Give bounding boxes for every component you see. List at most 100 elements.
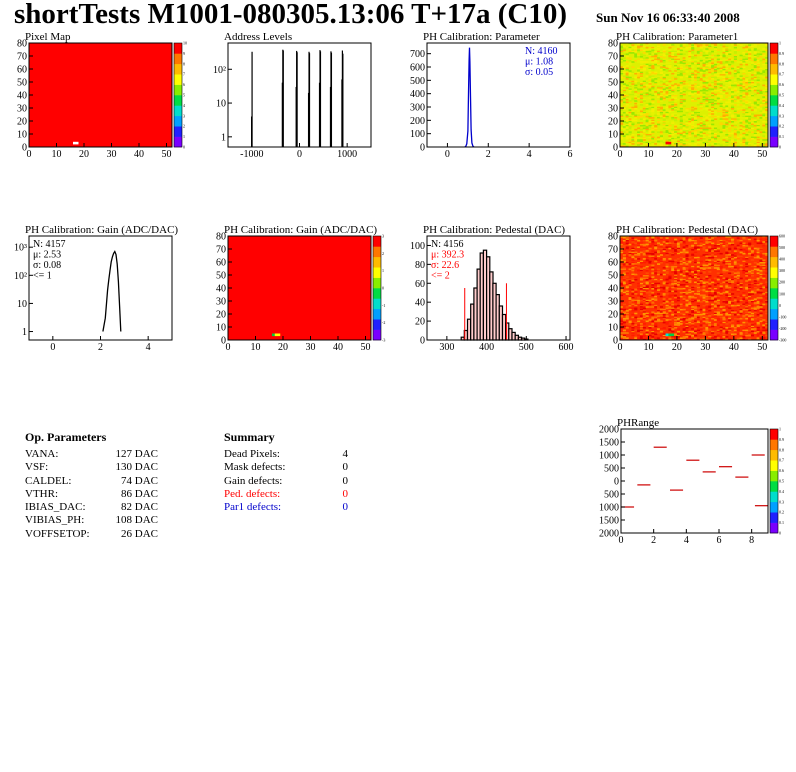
heatmap-cell <box>713 306 718 308</box>
heatmap-cell <box>742 132 746 135</box>
heatmap-cell <box>702 308 706 311</box>
heatmap-cell <box>691 310 695 312</box>
heatmap-cell <box>713 267 718 269</box>
heatmap-cell <box>731 325 735 328</box>
heatmap-cell <box>622 87 626 89</box>
heatmap-cell <box>620 268 624 271</box>
stats-line: <= 1 <box>33 271 52 282</box>
heatmap-cell <box>642 293 646 295</box>
heatmap-cell <box>725 269 729 272</box>
heatmap-cell <box>662 117 666 119</box>
heatmap-cell <box>699 256 703 259</box>
heatmap-cell <box>628 72 632 75</box>
heatmap-cell <box>628 298 632 300</box>
heatmap-cell <box>639 306 644 308</box>
heatmap-cell <box>685 237 689 239</box>
heatmap-cell <box>756 134 760 136</box>
heatmap-cell <box>736 108 740 110</box>
heatmap-cell <box>648 97 652 100</box>
heatmap-cell <box>759 316 763 319</box>
heatmap-cell <box>733 57 737 59</box>
colorbar-step <box>373 256 381 268</box>
heatmap-cell <box>748 95 752 97</box>
heatmap-cell <box>750 78 755 80</box>
heatmap-cell <box>685 272 689 274</box>
heatmap-cell <box>628 297 632 299</box>
heatmap-cell <box>759 299 763 302</box>
heatmap-cell <box>748 269 752 272</box>
heatmap-cell <box>759 278 763 281</box>
gain-map-chart: PH Calibration: Gain (ADC/DAC)0 10 20 30 40 5… <box>216 224 385 353</box>
heatmap-cell <box>682 316 686 319</box>
heatmap-cell <box>634 258 638 260</box>
heatmap-cell <box>745 80 749 83</box>
heatmap-cell <box>651 127 655 130</box>
heatmap-cell <box>679 53 683 55</box>
heatmap-cell <box>702 123 706 126</box>
heatmap-cell <box>699 50 703 53</box>
heatmap-cell <box>702 100 706 102</box>
heatmap-cell <box>620 276 624 278</box>
heatmap-cell <box>685 50 689 53</box>
heatmap-cell <box>682 124 686 127</box>
heatmap-cell <box>682 105 686 107</box>
heatmap-cell <box>642 236 646 238</box>
heatmap-cell <box>645 333 649 336</box>
heatmap-cell <box>625 306 629 308</box>
heatmap-cell <box>685 264 689 267</box>
heatmap-cell <box>742 271 746 273</box>
heatmap-cell <box>682 140 686 143</box>
heatmap-cell <box>668 265 672 268</box>
heatmap-cell <box>748 97 752 100</box>
heatmap-cell <box>668 298 672 300</box>
heatmap-cell <box>753 272 757 274</box>
heatmap-cell <box>639 44 644 46</box>
heatmap-cell <box>716 250 720 252</box>
colorbar-tick-label: 0.1 <box>779 520 784 525</box>
heatmap-cell <box>662 61 666 63</box>
heatmap-cell <box>631 323 635 325</box>
heatmap-cell <box>668 62 672 65</box>
heatmap-cell <box>748 48 752 50</box>
heatmap-cell <box>662 245 666 247</box>
heatmap-cell <box>753 65 757 67</box>
heatmap-cell <box>682 135 686 137</box>
heatmap-cell <box>628 48 632 50</box>
heatmap-cell <box>648 245 652 247</box>
heatmap-cell <box>702 67 706 70</box>
heatmap-cell <box>674 57 678 59</box>
heatmap-cell <box>765 143 769 145</box>
heatmap-cell <box>676 268 681 271</box>
heatmap-cell <box>708 96 712 98</box>
heatmap-cell <box>631 52 635 54</box>
heatmap-cell <box>688 134 692 136</box>
heatmap-cell <box>750 79 755 81</box>
heatmap-cell <box>725 71 729 74</box>
heatmap-cell <box>657 131 661 133</box>
heatmap-cell <box>725 126 729 128</box>
heatmap-cell <box>639 243 644 246</box>
heatmap-cell <box>713 319 718 321</box>
heatmap-cell <box>762 104 766 106</box>
heatmap-cell <box>676 321 681 324</box>
heatmap-cell <box>662 252 666 255</box>
heatmap-cell <box>682 236 686 238</box>
heatmap-cell <box>622 258 626 260</box>
heatmap-cell <box>736 260 740 263</box>
colorbar-tick-label: 1 <box>183 134 185 139</box>
op-param-value: 26 DAC <box>121 527 158 540</box>
heatmap-cell <box>711 119 715 122</box>
heatmap-cell <box>711 262 715 264</box>
heatmap-cell <box>756 117 760 119</box>
heatmap-cell <box>736 332 740 334</box>
heatmap-cell <box>742 61 746 63</box>
heatmap-cell <box>620 277 624 280</box>
heatmap-cell <box>671 85 675 88</box>
heatmap-cell <box>637 245 641 247</box>
heatmap-cell <box>674 259 678 261</box>
heatmap-cell <box>762 316 766 319</box>
heatmap-cell <box>691 50 695 53</box>
colorbar-step <box>174 74 182 85</box>
heatmap-cell <box>639 93 644 96</box>
